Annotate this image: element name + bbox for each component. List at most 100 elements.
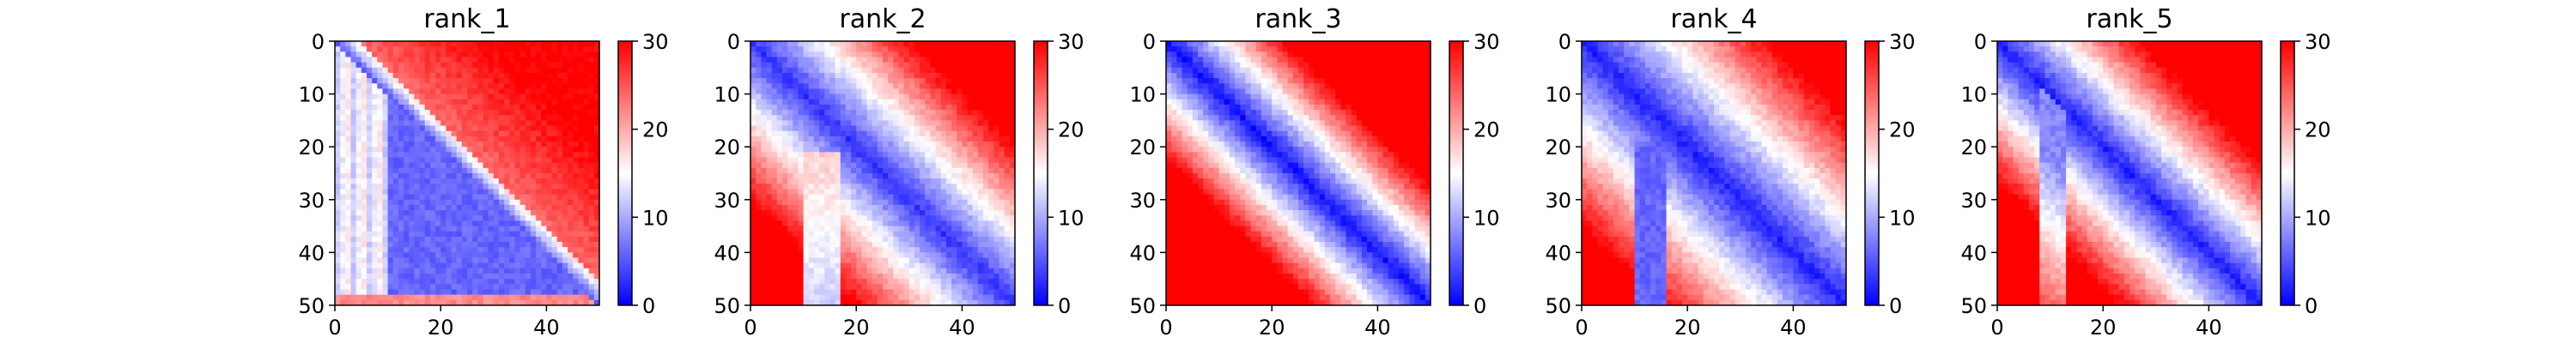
- heatmap-cell: [382, 215, 388, 221]
- heatmap-cell: [845, 110, 852, 116]
- heatmap-cell: [387, 231, 394, 238]
- heatmap-cell: [930, 147, 936, 153]
- heatmap-cell: [925, 279, 931, 285]
- heatmap-cell: [877, 41, 884, 47]
- heatmap-cell: [835, 78, 841, 84]
- heatmap-cell: [525, 99, 532, 105]
- heatmap-cell: [387, 289, 394, 296]
- heatmap-cell: [977, 162, 984, 169]
- heatmap-cell: [861, 279, 867, 285]
- heatmap-cell: [429, 135, 436, 142]
- heatmap-cell: [472, 152, 478, 158]
- heatmap-cell: [962, 199, 968, 206]
- heatmap-cell: [914, 104, 920, 111]
- heatmap-cell: [999, 78, 1005, 84]
- heatmap-cell: [813, 178, 820, 184]
- heatmap-cell: [583, 104, 590, 111]
- heatmap-cell: [583, 279, 590, 285]
- heatmap-cell: [883, 247, 889, 253]
- heatmap-cell: [398, 93, 404, 100]
- heatmap-cell: [366, 220, 373, 226]
- heatmap-cell: [861, 130, 867, 137]
- heatmap-cell: [514, 279, 520, 285]
- heatmap-cell: [456, 231, 463, 238]
- heatmap-cell: [935, 57, 942, 63]
- heatmap-cell: [845, 167, 852, 174]
- heatmap-cell: [414, 62, 420, 69]
- heatmap-cell: [967, 247, 974, 253]
- heatmap-cell: [536, 268, 542, 274]
- heatmap-cell: [776, 104, 783, 111]
- heatmap-cell: [440, 226, 447, 232]
- heatmap-cell: [861, 115, 867, 121]
- heatmap-cell: [578, 141, 584, 147]
- heatmap-cell: [568, 88, 574, 94]
- heatmap-cell: [824, 204, 830, 211]
- heatmap-cell: [509, 152, 515, 158]
- heatmap-cell: [414, 88, 420, 94]
- heatmap-cell: [824, 294, 830, 301]
- heatmap-cell: [366, 294, 373, 301]
- heatmap-cell: [546, 104, 552, 111]
- heatmap-cell: [562, 204, 568, 211]
- heatmap-cell: [530, 57, 537, 63]
- heatmap-cell: [551, 210, 558, 216]
- heatmap-cell: [771, 284, 778, 290]
- heatmap-cell: [983, 62, 989, 69]
- heatmap-cell: [835, 147, 841, 153]
- x-tick-label: 0: [328, 316, 341, 340]
- heatmap-cell: [861, 99, 867, 105]
- heatmap-cell: [451, 247, 458, 253]
- heatmap-cell: [573, 141, 579, 147]
- heatmap-cell: [798, 299, 804, 306]
- heatmap-cell: [546, 147, 552, 153]
- heatmap-cell: [819, 262, 825, 269]
- heatmap-cell: [824, 147, 830, 153]
- heatmap-cell: [787, 115, 793, 121]
- heatmap-cell: [377, 279, 383, 285]
- heatmap-cell: [851, 184, 857, 190]
- heatmap-cell: [1009, 41, 1016, 47]
- heatmap-cell: [593, 299, 600, 306]
- heatmap-cell: [409, 226, 415, 232]
- heatmap-cell: [568, 135, 574, 142]
- heatmap-cell: [983, 41, 989, 47]
- heatmap-cell: [993, 157, 999, 164]
- heatmap-cell: [856, 268, 862, 274]
- heatmap-cell: [856, 215, 862, 221]
- heatmap-cell: [957, 242, 963, 248]
- heatmap-cell: [546, 289, 552, 296]
- heatmap-cell: [345, 62, 351, 69]
- heatmap-cell: [756, 178, 762, 184]
- heatmap-cell: [509, 120, 515, 126]
- heatmap-cell: [824, 299, 830, 306]
- heatmap-cell: [819, 110, 825, 116]
- heatmap-cell: [793, 46, 799, 52]
- heatmap-cell: [578, 83, 584, 89]
- heatmap-cell: [813, 72, 820, 79]
- heatmap-cell: [766, 78, 773, 84]
- heatmap-cell: [541, 57, 547, 63]
- heatmap-cell: [456, 67, 463, 74]
- heatmap-cell: [888, 173, 894, 179]
- heatmap-cell: [509, 199, 515, 206]
- heatmap-cell: [498, 162, 505, 169]
- heatmap-cell: [361, 104, 368, 111]
- heatmap-cell: [962, 220, 968, 226]
- heatmap-cell: [551, 104, 558, 111]
- heatmap-cell: [568, 279, 574, 285]
- heatmap-cell: [957, 62, 963, 69]
- heatmap-cell: [930, 173, 936, 179]
- heatmap-cell: [392, 67, 399, 74]
- heatmap-cell: [488, 178, 495, 184]
- heatmap-cell: [808, 110, 815, 116]
- heatmap-cell: [382, 204, 388, 211]
- heatmap-cell: [999, 289, 1005, 296]
- heatmap-cell: [483, 141, 489, 147]
- heatmap-cell: [766, 204, 773, 211]
- heatmap-cell: [781, 204, 788, 211]
- heatmap-cell: [861, 67, 867, 74]
- heatmap-cell: [350, 162, 357, 169]
- heatmap-cell: [498, 199, 505, 206]
- heatmap-cell: [345, 231, 351, 238]
